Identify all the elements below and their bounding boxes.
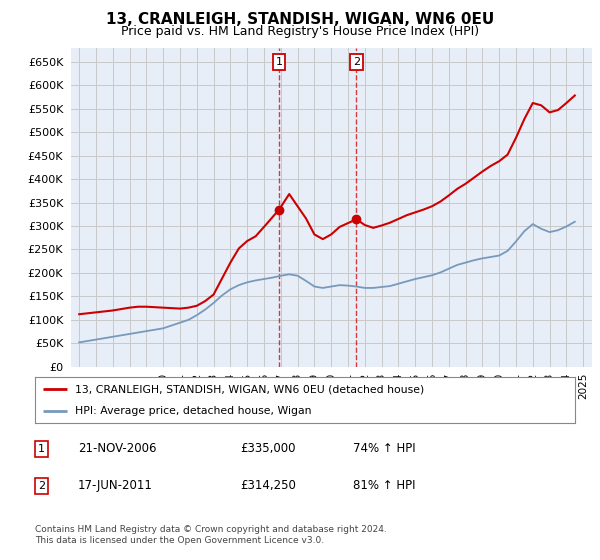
- Text: 17-JUN-2011: 17-JUN-2011: [78, 479, 153, 492]
- Text: 13, CRANLEIGH, STANDISH, WIGAN, WN6 0EU (detached house): 13, CRANLEIGH, STANDISH, WIGAN, WN6 0EU …: [76, 384, 425, 394]
- Text: 81% ↑ HPI: 81% ↑ HPI: [353, 479, 416, 492]
- Text: Contains HM Land Registry data © Crown copyright and database right 2024.
This d: Contains HM Land Registry data © Crown c…: [35, 525, 386, 545]
- Text: 2: 2: [353, 57, 360, 67]
- Text: 74% ↑ HPI: 74% ↑ HPI: [353, 442, 416, 455]
- Text: 21-NOV-2006: 21-NOV-2006: [78, 442, 157, 455]
- Text: 13, CRANLEIGH, STANDISH, WIGAN, WN6 0EU: 13, CRANLEIGH, STANDISH, WIGAN, WN6 0EU: [106, 12, 494, 27]
- Text: HPI: Average price, detached house, Wigan: HPI: Average price, detached house, Wiga…: [76, 407, 312, 416]
- Text: 1: 1: [275, 57, 283, 67]
- Text: £314,250: £314,250: [240, 479, 296, 492]
- Text: 2: 2: [38, 480, 45, 491]
- Text: 1: 1: [38, 444, 45, 454]
- Text: Price paid vs. HM Land Registry's House Price Index (HPI): Price paid vs. HM Land Registry's House …: [121, 25, 479, 38]
- Text: £335,000: £335,000: [240, 442, 296, 455]
